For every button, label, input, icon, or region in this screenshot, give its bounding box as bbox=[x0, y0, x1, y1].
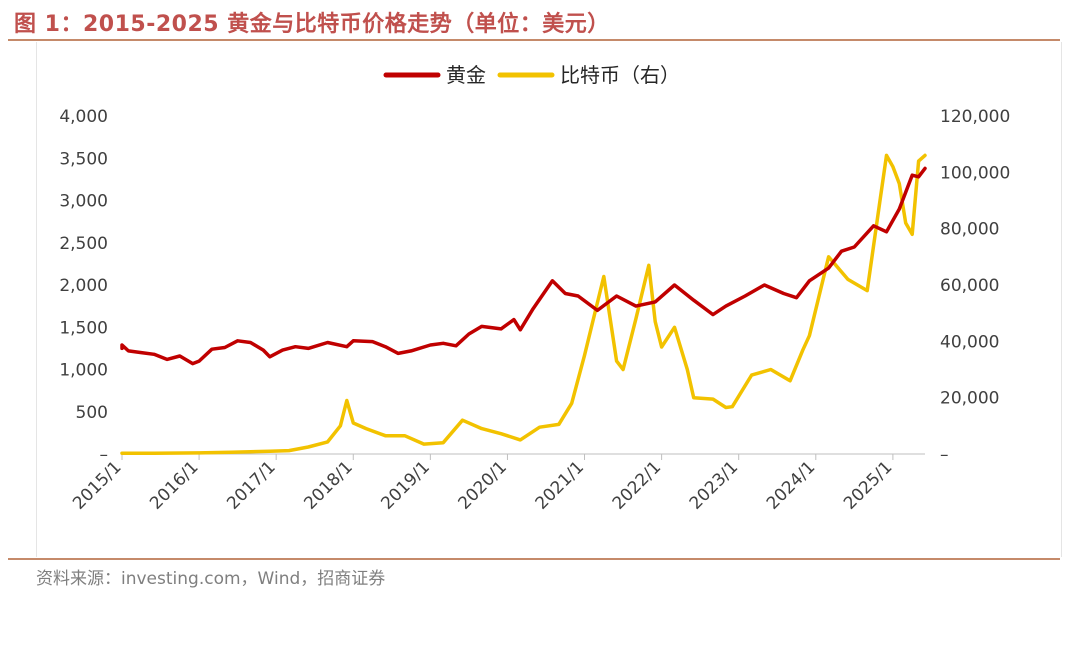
legend-gold-label: 黄金 bbox=[446, 63, 486, 87]
x-axis-tick-label: 2021/1 bbox=[532, 457, 588, 513]
x-axis-tick-label: 2020/1 bbox=[455, 457, 511, 513]
source-note: 资料来源：investing.com，Wind，招商证券 bbox=[36, 569, 386, 589]
x-axis-tick-label: 2024/1 bbox=[763, 457, 819, 513]
title-rule bbox=[8, 39, 1060, 41]
source-rule bbox=[8, 558, 1060, 560]
left-axis-tick-label: 2,000 bbox=[59, 276, 108, 296]
series-layer bbox=[120, 153, 927, 456]
left-axis-tick-label: 1,500 bbox=[59, 318, 108, 338]
right-axis-tick-label: 80,000 bbox=[940, 220, 999, 240]
right-axis-tick-label: 60,000 bbox=[940, 276, 999, 296]
x-axis-tick-label: 2019/1 bbox=[377, 457, 433, 513]
left-axis-tick-label: – bbox=[100, 445, 109, 465]
right-axis-tick-label: – bbox=[940, 445, 949, 465]
chart: 黄金 比特币（右） – 500 1,000 1,500 2,000 2,500 3,000 3,… bbox=[59, 63, 1010, 514]
right-axis-tick-label: 120,000 bbox=[940, 107, 1010, 127]
right-y-axis: – 20,000 40,000 60,000 80,000 100,000 120,000 bbox=[940, 107, 1010, 465]
left-y-axis: – 500 1,000 1,500 2,000 2,500 3,000 3,500 4,000 bbox=[59, 107, 108, 465]
x-axis-tick-label: 2015/1 bbox=[69, 457, 125, 513]
x-axis-tick-label: 2022/1 bbox=[609, 457, 665, 513]
left-axis-tick-label: 3,500 bbox=[59, 149, 108, 169]
chart-title: 图 1：2015-2025 黄金与比特币价格走势（单位：美元） bbox=[14, 12, 610, 37]
right-axis-tick-label: 40,000 bbox=[940, 332, 999, 352]
bitcoin-series-line bbox=[120, 153, 927, 456]
left-axis-tick-label: 1,000 bbox=[59, 361, 108, 381]
gold-series-line bbox=[120, 166, 927, 366]
x-axis-tick-label: 2018/1 bbox=[300, 457, 356, 513]
left-axis-tick-label: 500 bbox=[76, 403, 108, 423]
x-axis-tick-label: 2025/1 bbox=[840, 457, 896, 513]
legend-bitcoin-label: 比特币（右） bbox=[560, 63, 680, 87]
x-axis-tick-label: 2016/1 bbox=[146, 457, 202, 513]
right-axis-tick-label: 100,000 bbox=[940, 163, 1010, 183]
left-axis-tick-label: 2,500 bbox=[59, 234, 108, 254]
x-axis-tick-label: 2023/1 bbox=[686, 457, 742, 513]
x-axis-tick-label: 2017/1 bbox=[223, 457, 279, 513]
left-axis-tick-label: 4,000 bbox=[59, 107, 108, 127]
left-axis-tick-label: 3,000 bbox=[59, 192, 108, 212]
right-axis-tick-label: 20,000 bbox=[940, 389, 999, 409]
plot-frame bbox=[36, 42, 1062, 557]
legend: 黄金 比特币（右） bbox=[383, 63, 680, 87]
x-axis: 2015/1 2016/1 2017/1 2018/1 2019/1 2020/1 2021… bbox=[69, 453, 925, 514]
